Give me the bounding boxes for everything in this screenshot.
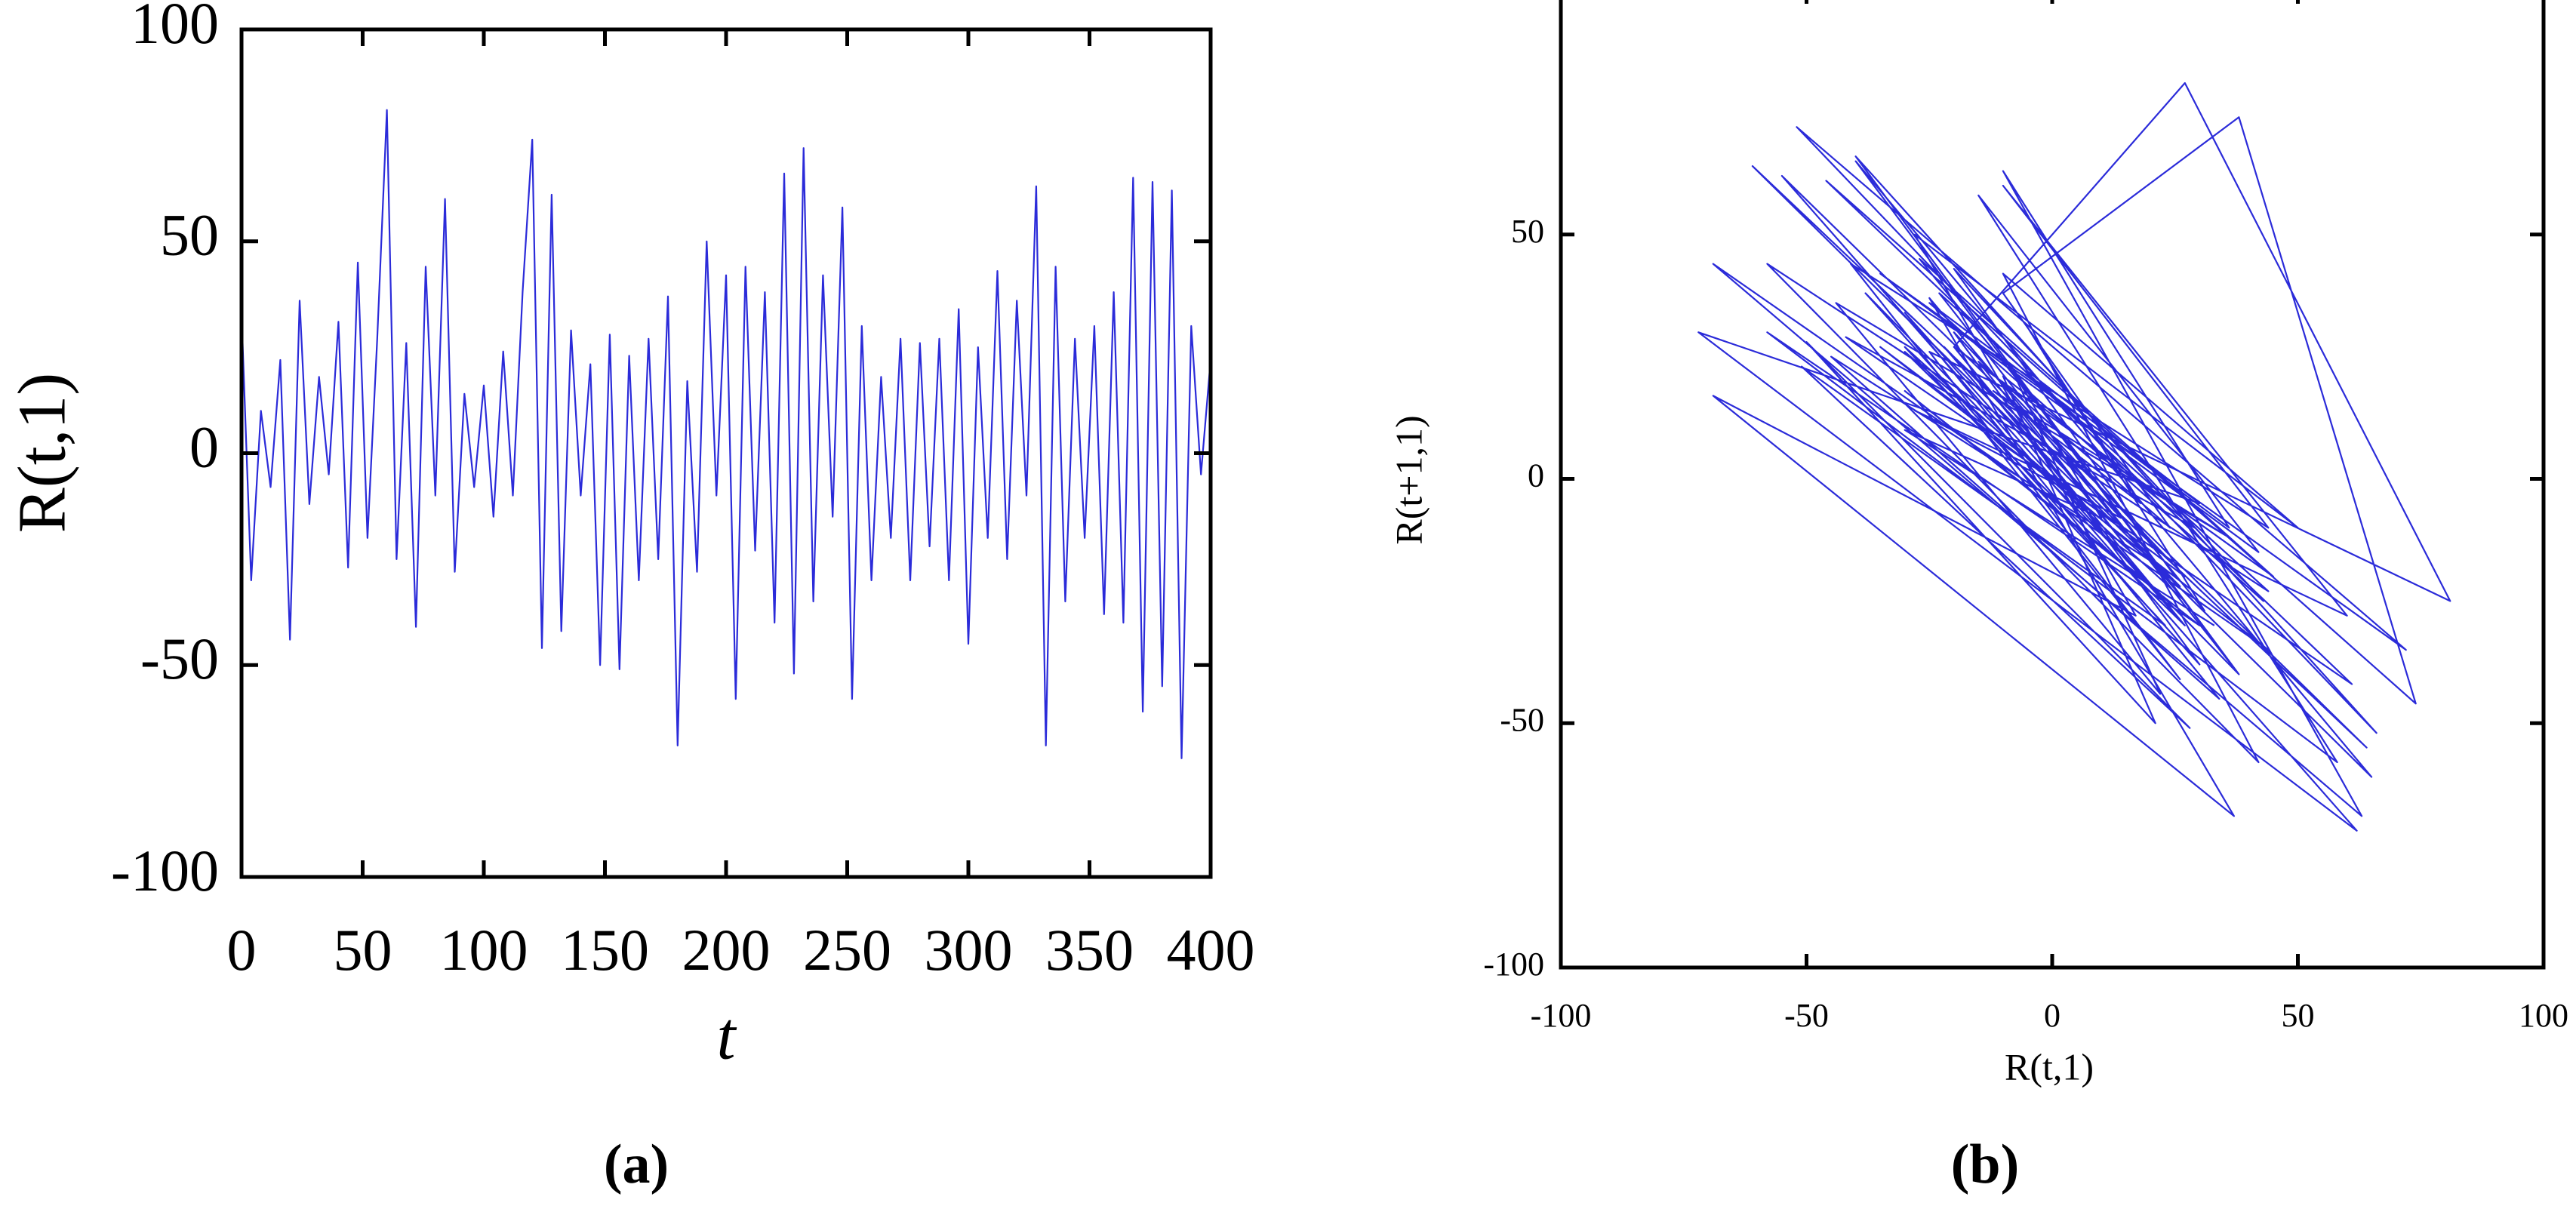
y-tick-label: 100: [1494, 0, 1544, 5]
y-tick-label: -50: [140, 626, 219, 691]
x-tick-label: 400: [1167, 917, 1255, 983]
x-tick-label: -50: [1784, 997, 1829, 1034]
x-tick-label: 0: [2044, 997, 2060, 1034]
x-tick-label: 350: [1045, 917, 1134, 983]
x-axis-label: R(t,1): [2005, 1045, 2094, 1088]
x-tick-label: 300: [925, 917, 1013, 983]
caption: (a): [604, 1134, 669, 1195]
x-axis-label: t: [716, 999, 737, 1074]
x-tick-label: 100: [440, 917, 528, 983]
y-tick-label: 50: [160, 202, 219, 268]
y-tick-label: 50: [1511, 213, 1544, 250]
x-tick-label: 50: [334, 917, 392, 983]
data-line: [240, 109, 1212, 759]
y-tick-label: -50: [1500, 701, 1544, 738]
y-tick-label: 100: [131, 0, 219, 56]
x-tick-label: 50: [2282, 997, 2315, 1034]
x-tick-label: 150: [561, 917, 649, 983]
x-tick-label: 250: [803, 917, 891, 983]
y-axis-label: R(t+1,1): [1387, 415, 1430, 544]
x-tick-label: -100: [1531, 997, 1592, 1034]
x-tick-label: 100: [2519, 997, 2568, 1034]
caption: (b): [1951, 1134, 2019, 1195]
y-tick-label: 0: [189, 414, 219, 479]
x-tick-label: 0: [227, 917, 257, 983]
y-tick-label: -100: [111, 838, 219, 903]
y-tick-label: 0: [1528, 457, 1544, 494]
y-axis-label: R(t,1): [5, 373, 80, 533]
x-tick-label: 200: [682, 917, 771, 983]
plot-frame: [239, 27, 1213, 879]
y-tick-label: -100: [1483, 946, 1544, 983]
data-line: [1697, 82, 2451, 832]
